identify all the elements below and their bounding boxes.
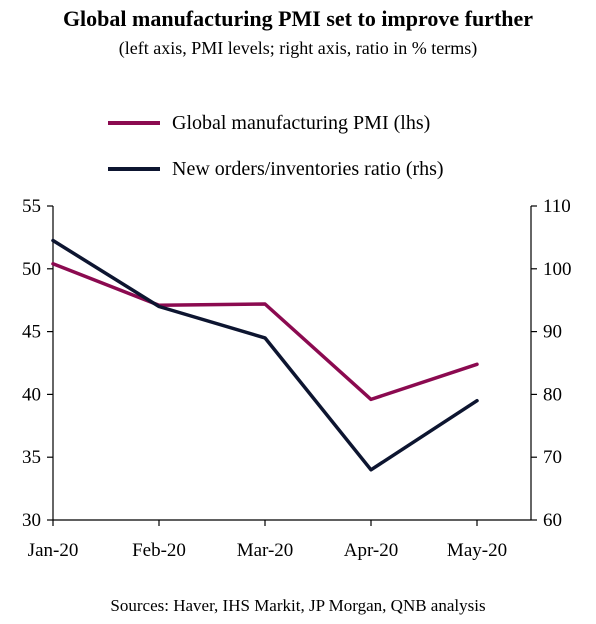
legend: Global manufacturing PMI (lhs) New order… bbox=[108, 100, 444, 192]
x-tick-label: Apr-20 bbox=[344, 540, 399, 561]
chart-subtitle: (left axis, PMI levels; right axis, rati… bbox=[118, 38, 478, 58]
x-tick-label: May-20 bbox=[447, 540, 507, 561]
left-tick-label: 45 bbox=[22, 322, 41, 343]
legend-item-ratio: New orders/inventories ratio (rhs) bbox=[108, 146, 444, 192]
x-tick-label: Jan-20 bbox=[28, 540, 79, 561]
right-tick-label: 80 bbox=[543, 384, 562, 405]
legend-label-pmi: Global manufacturing PMI (lhs) bbox=[172, 111, 431, 134]
right-tick-label: 110 bbox=[543, 196, 571, 217]
left-tick-label: 40 bbox=[22, 384, 41, 405]
right-tick-label: 100 bbox=[543, 259, 572, 280]
legend-item-pmi: Global manufacturing PMI (lhs) bbox=[108, 100, 444, 146]
left-tick-label: 50 bbox=[22, 259, 41, 280]
series-line-ratio bbox=[51, 238, 479, 472]
source-note: Sources: Haver, IHS Markit, JP Morgan, Q… bbox=[110, 596, 486, 615]
chart-title: Global manufacturing PMI set to improve … bbox=[62, 6, 534, 31]
x-tick-label: Feb-20 bbox=[132, 540, 186, 561]
right-tick-label: 70 bbox=[543, 447, 562, 468]
series-line-pmi bbox=[51, 262, 479, 402]
x-tick-label: Mar-20 bbox=[237, 540, 294, 561]
left-tick-label: 55 bbox=[22, 196, 41, 217]
legend-swatch-pmi bbox=[108, 121, 160, 125]
left-tick-label: 30 bbox=[22, 510, 41, 531]
left-tick-label: 35 bbox=[22, 447, 41, 468]
right-tick-label: 60 bbox=[543, 510, 562, 531]
right-tick-label: 90 bbox=[543, 322, 562, 343]
legend-label-ratio: New orders/inventories ratio (rhs) bbox=[172, 157, 444, 180]
legend-swatch-ratio bbox=[108, 167, 160, 171]
